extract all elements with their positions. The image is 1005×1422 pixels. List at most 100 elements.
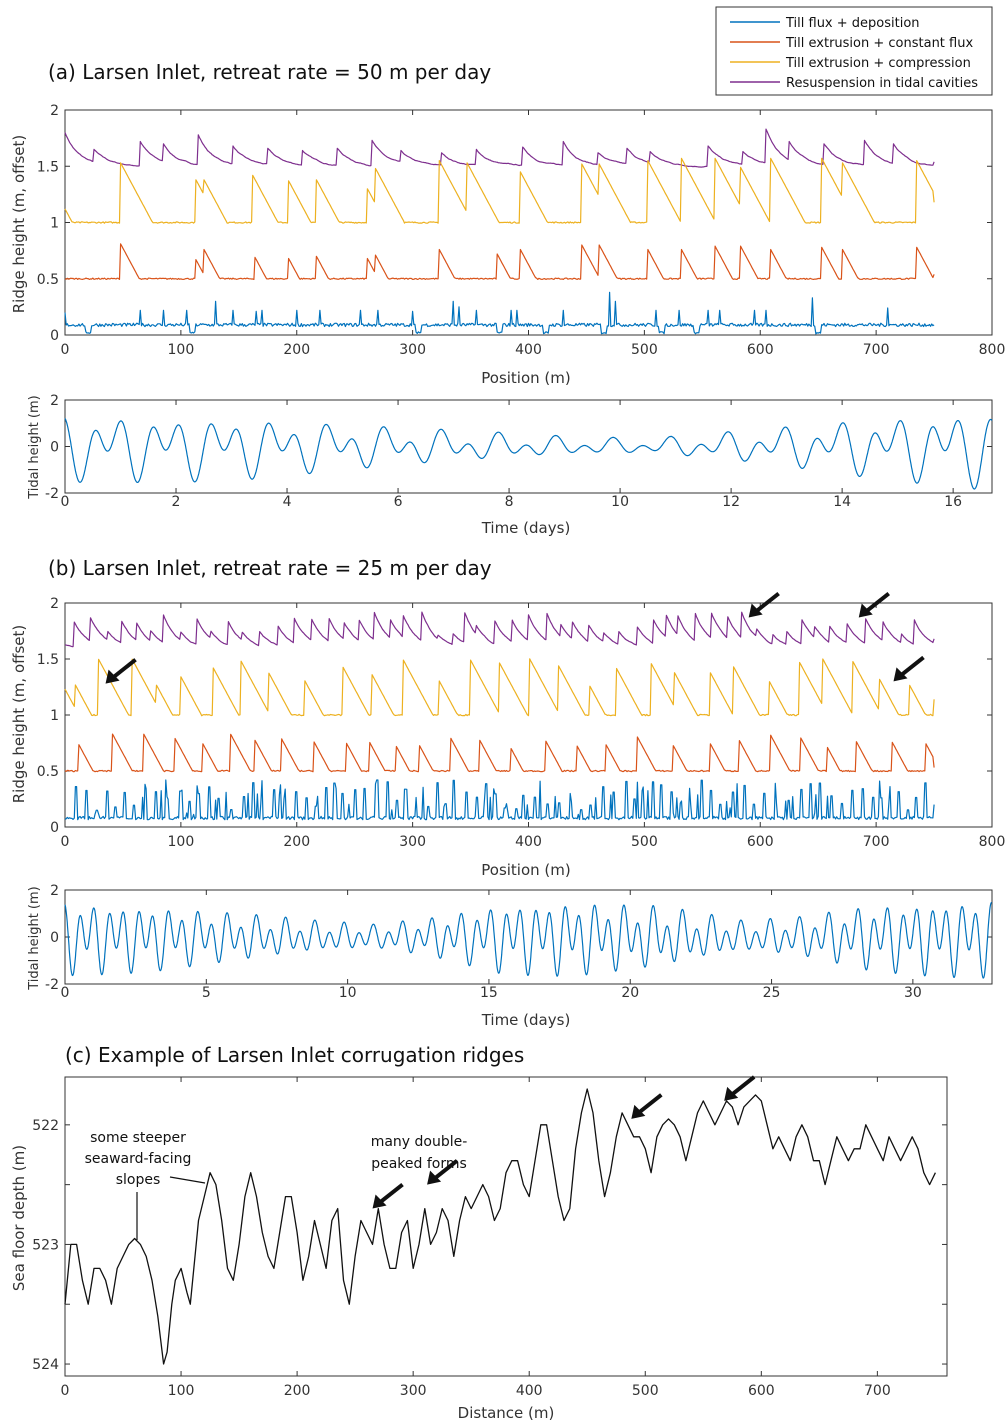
panel-b-ridge-ytick-label: 0.5 xyxy=(37,764,59,780)
panel-b-ridge-ylabel: Ridge height (m, offset) xyxy=(10,625,28,804)
panel-b-title: (b) Larsen Inlet, retreat rate = 25 m pe… xyxy=(48,556,492,580)
panel-c-ytick-label: 524 xyxy=(32,1357,59,1373)
panel-a-ridge-ytick-label: 0 xyxy=(50,328,59,344)
panel-b-tide-xtick-label: 0 xyxy=(61,985,70,1001)
panel-a-ridge-ytick-label: 1.5 xyxy=(37,159,59,175)
panel-b-ridge-xtick-label: 700 xyxy=(863,834,890,850)
annotation-double-peaked: many double- peaked forms xyxy=(371,1134,468,1172)
annotation-double-line-2: peaked forms xyxy=(371,1156,467,1172)
panel-a-ridge-ytick-label: 0.5 xyxy=(37,272,59,288)
legend-label-4: Resuspension in tidal cavities xyxy=(786,76,978,91)
panel-b-series-2 xyxy=(64,658,935,717)
panel-b-tide-xtick-label: 5 xyxy=(202,985,211,1001)
panel-a-series-2 xyxy=(64,157,935,224)
annotation-steeper-leader-2 xyxy=(169,1176,206,1184)
panel-c-xtick-label: 400 xyxy=(516,1383,543,1399)
panel-a-tide-xtick-label: 16 xyxy=(944,494,962,510)
panel-a-tide-xtick-label: 10 xyxy=(611,494,629,510)
panel-c-xlabel: Distance (m) xyxy=(458,1404,555,1422)
annotation-steeper-line-1: some steeper xyxy=(90,1130,186,1146)
panel-c-arrow-1-head xyxy=(372,1194,387,1209)
panel-a-ridge-xtick-label: 300 xyxy=(399,342,426,358)
panel-b-tide-ytick-label: 0 xyxy=(50,930,59,946)
annotation-steeper-line-2: seaward-facing xyxy=(85,1151,192,1167)
legend-label-1: Till flux + deposition xyxy=(785,16,920,31)
panel-b-ridge-xtick-label: 400 xyxy=(515,834,542,850)
panel-b-tide-ytick-label: 2 xyxy=(50,883,59,899)
panel-c-arrow-1-shaft xyxy=(377,1182,404,1206)
panel-a-ridge-xtick-label: 800 xyxy=(979,342,1005,358)
panel-a-ridge-xtick-label: 100 xyxy=(168,342,195,358)
panel-c-ytick-label: 523 xyxy=(32,1237,59,1253)
panel-b-ridge-ytick-label: 1 xyxy=(50,708,59,724)
panel-b-ridge-xtick-label: 500 xyxy=(631,834,658,850)
panel-b-tide-xtick-label: 15 xyxy=(480,985,498,1001)
panel-c-profile xyxy=(64,1088,936,1365)
panel-b-arrow-4-shaft xyxy=(898,655,925,678)
panel-c-arrow-3-shaft xyxy=(636,1093,663,1116)
panel-c-xtick-label: 700 xyxy=(864,1383,891,1399)
panel-b-ridge-xtick-label: 300 xyxy=(399,834,426,850)
panel-b-arrow-2-head xyxy=(748,603,763,618)
panel-b-tide-ylabel: Tidal height (m) xyxy=(27,886,42,991)
panel-c-arrow-4-shaft xyxy=(728,1075,756,1098)
panel-a-ridge-xlabel: Position (m) xyxy=(481,369,571,387)
panel-a-tide-ytick-label: -2 xyxy=(45,486,59,502)
panel-b-tide-axes: 0 5 10 15 20 25 30-202 xyxy=(45,883,993,1001)
panel-a-ridge-frame xyxy=(64,109,993,336)
panel-b-tide-xtick-label: 10 xyxy=(339,985,357,1001)
panel-a-ridge-xtick-label: 200 xyxy=(283,342,310,358)
panel-b-arrow-1-shaft xyxy=(110,658,137,681)
panel-b-series-3 xyxy=(64,733,935,773)
panel-b-tide-ytick-label: -2 xyxy=(45,977,59,993)
panel-a-tide-xtick-label: 0 xyxy=(61,494,70,510)
panel-c-title: (c) Example of Larsen Inlet corrugation … xyxy=(65,1043,524,1067)
panel-a-series-4 xyxy=(64,291,935,335)
panel-a-ridge-xtick-label: 500 xyxy=(631,342,658,358)
panel-a-tide-ytick-label: 2 xyxy=(50,393,59,409)
panel-c-arrow-4-head xyxy=(724,1086,739,1101)
panel-a-series-3 xyxy=(64,243,935,280)
annotation-steeper-line-3: slopes xyxy=(116,1172,161,1188)
panel-c-xtick-label: 500 xyxy=(632,1383,659,1399)
panel-c-xtick-label: 200 xyxy=(284,1383,311,1399)
panel-a-ridge-xtick-label: 0 xyxy=(61,342,70,358)
panel-b-arrow-4-head xyxy=(893,667,908,682)
panel-b-ridge-ytick-label: 2 xyxy=(50,596,59,612)
panel-c-ylabel: Sea floor depth (m) xyxy=(10,1145,28,1291)
panel-b-ridge-xtick-label: 200 xyxy=(283,834,310,850)
panel-a-tide-axes: 0 2 4 6 8 10 12 14 16-202 xyxy=(45,393,993,510)
panel-b-arrow-1-head xyxy=(105,669,120,684)
panel-b-tide-xlabel: Time (days) xyxy=(481,1011,571,1029)
legend: Till flux + deposition Till extrusion + … xyxy=(715,6,993,96)
panel-b-ridge-ytick-label: 1.5 xyxy=(37,652,59,668)
panel-a-tide-series xyxy=(64,418,993,490)
panel-b-tide-xtick-label: 25 xyxy=(763,985,781,1001)
panel-a-tide-xtick-label: 4 xyxy=(283,494,292,510)
panel-b-arrow-3-shaft xyxy=(863,591,890,615)
panel-c-xtick-label: 300 xyxy=(400,1383,427,1399)
panel-a-tide-xlabel: Time (days) xyxy=(481,519,571,537)
panel-b-tide-xtick-label: 20 xyxy=(621,985,639,1001)
panel-a-tide-ylabel: Tidal height (m) xyxy=(27,395,42,500)
panel-c-axes: 0 100 200 300 400 500 600 700 522 523 524 xyxy=(32,1076,948,1399)
panel-c-xtick-label: 0 xyxy=(61,1383,70,1399)
panel-a-series-1 xyxy=(64,128,935,168)
panel-b-series-4 xyxy=(64,779,935,821)
panel-b-ridge-axes: 0 100 200 300 400 500 600 700 800 0 0.5 1 1.5 2 xyxy=(37,596,1005,850)
annotation-double-line-1: many double- xyxy=(371,1134,468,1150)
panel-a-tide-xtick-label: 6 xyxy=(394,494,403,510)
panel-b-ridge-xlabel: Position (m) xyxy=(481,861,571,879)
panel-a-tide-xtick-label: 14 xyxy=(833,494,851,510)
panel-c-xtick-label: 100 xyxy=(168,1383,195,1399)
legend-label-2: Till extrusion + constant flux xyxy=(785,36,973,51)
panel-c-arrow-2-shaft xyxy=(431,1159,459,1182)
panel-a-ridge-xtick-label: 400 xyxy=(515,342,542,358)
panel-a-ridge-xtick-label: 700 xyxy=(863,342,890,358)
panel-a-ridge-xtick-label: 600 xyxy=(747,342,774,358)
panel-c-arrow-2-head xyxy=(427,1170,442,1185)
panel-b-arrow-3-head xyxy=(858,603,873,618)
panel-a-tide-xtick-label: 12 xyxy=(722,494,740,510)
panel-a-ridge-ytick-label: 2 xyxy=(50,103,59,119)
